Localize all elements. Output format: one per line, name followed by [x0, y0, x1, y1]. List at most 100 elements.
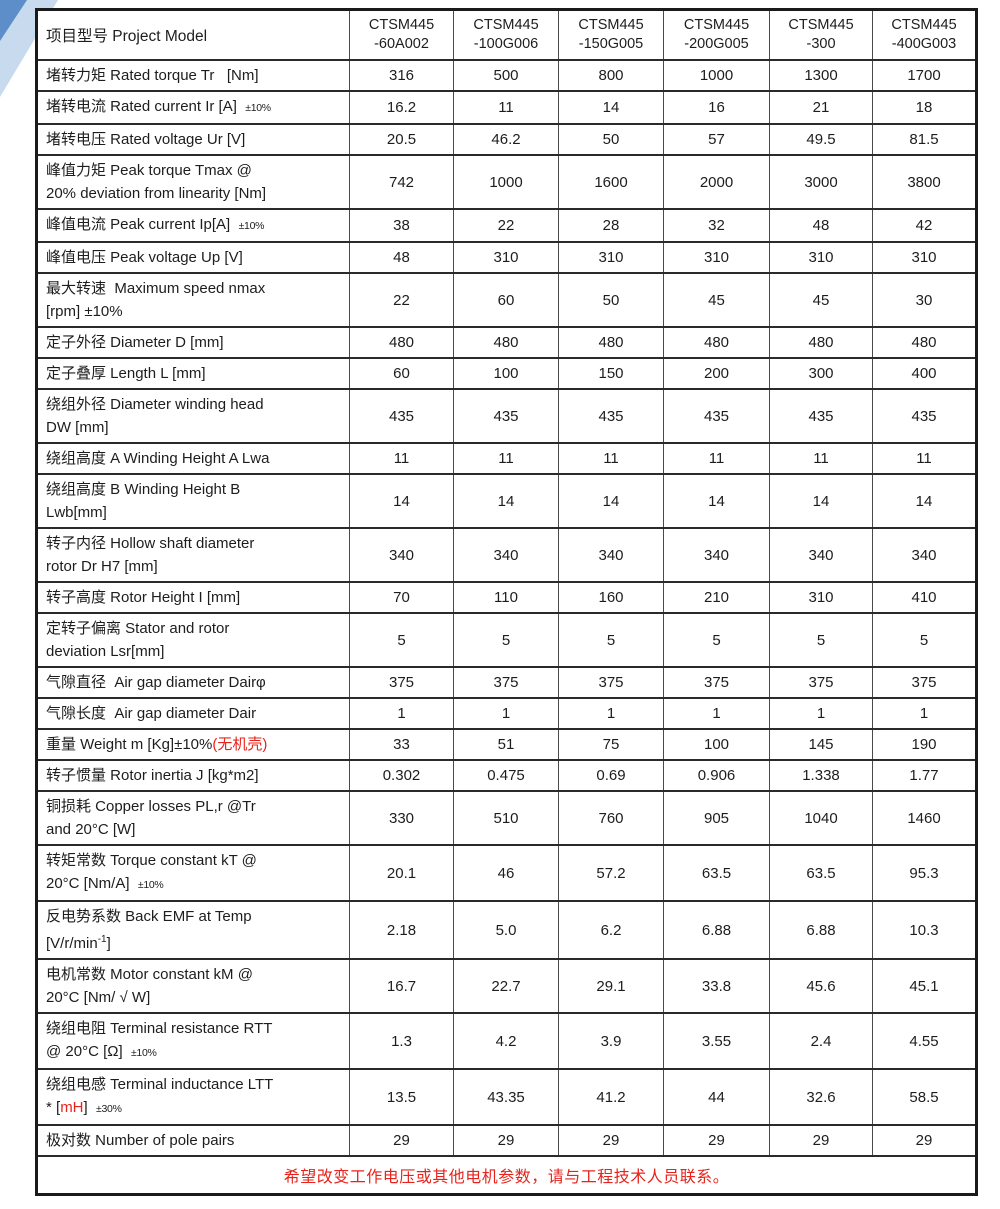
table-row: 绕组高度 B Winding Height B Lwb[mm] 14 14 14 14 1…: [36, 473, 977, 529]
value-cell: 0.302: [349, 759, 454, 792]
value-cell: 6.88: [663, 900, 770, 960]
value-cell: 32: [663, 208, 770, 243]
table-row: 定子叠厚 Length L [mm] 60 100 150 200 300 400: [36, 357, 977, 390]
value-cell: 14: [558, 473, 664, 529]
value-cell: 33.8: [663, 958, 770, 1014]
value-cell: 41.2: [558, 1068, 664, 1126]
table-row: 转子高度 Rotor Height I [mm] 70 110 160 210 310 41…: [36, 581, 977, 614]
value-cell: 375: [349, 666, 454, 699]
value-cell: 1: [663, 697, 770, 730]
value-cell: 48: [349, 241, 454, 274]
value-cell: 742: [349, 154, 454, 210]
value-cell: 480: [453, 326, 559, 359]
value-cell: 20.5: [349, 123, 454, 156]
value-cell: 3.9: [558, 1012, 664, 1070]
value-cell: 2000: [663, 154, 770, 210]
table-row: 绕组电阻 Terminal resistance RTT @ 20°C [Ω] …: [36, 1012, 977, 1070]
value-cell: 435: [769, 388, 873, 444]
value-cell: 340: [769, 527, 873, 583]
value-cell: 46: [453, 844, 559, 902]
value-cell: 60: [349, 357, 454, 390]
value-cell: 14: [349, 473, 454, 529]
value-cell: 480: [558, 326, 664, 359]
value-cell: 340: [663, 527, 770, 583]
value-cell: 1: [769, 697, 873, 730]
value-cell: 310: [769, 241, 873, 274]
value-cell: 1000: [453, 154, 559, 210]
value-cell: 57.2: [558, 844, 664, 902]
value-cell: 145: [769, 728, 873, 761]
value-cell: 81.5: [872, 123, 977, 156]
value-cell: 435: [349, 388, 454, 444]
footer-notice: 希望改变工作电压或其他电机参数，请与工程技术人员联系。: [36, 1155, 977, 1196]
value-cell: 4.2: [453, 1012, 559, 1070]
row-label: 转子惯量 Rotor inertia J [kg*m2]: [36, 759, 350, 792]
row-label: 最大转速 Maximum speed nmax [rpm] ±10%: [36, 272, 350, 328]
corner-triangle-dark: [0, 0, 27, 41]
value-cell: 50: [558, 123, 664, 156]
value-cell: 375: [769, 666, 873, 699]
value-cell: 63.5: [769, 844, 873, 902]
footer-row: 希望改变工作电压或其他电机参数，请与工程技术人员联系。: [36, 1155, 977, 1196]
value-cell: 38: [349, 208, 454, 243]
value-cell: 0.69: [558, 759, 664, 792]
value-cell: 21: [769, 90, 873, 125]
value-cell: 5.0: [453, 900, 559, 960]
value-cell: 75: [558, 728, 664, 761]
value-cell: 29: [453, 1124, 559, 1157]
value-cell: 30: [872, 272, 977, 328]
value-cell: 1700: [872, 59, 977, 92]
header-model-cell: CTSM445 -200G005: [663, 8, 770, 61]
header-model-cell: CTSM445 -60A002: [349, 8, 454, 61]
header-model-cell: CTSM445 -400G003: [872, 8, 977, 61]
value-cell: 200: [663, 357, 770, 390]
row-label: 转子高度 Rotor Height I [mm]: [36, 581, 350, 614]
value-cell: 70: [349, 581, 454, 614]
value-cell: 11: [349, 442, 454, 475]
value-cell: 11: [453, 442, 559, 475]
table-row: 堵转电压 Rated voltage Ur [V] 20.5 46.2 50 57 49.…: [36, 123, 977, 156]
table-row: 绕组高度 A Winding Height A Lwa 11 11 11 11 11 11: [36, 442, 977, 475]
value-cell: 510: [453, 790, 559, 846]
value-cell: 310: [558, 241, 664, 274]
value-cell: 20.1: [349, 844, 454, 902]
header-project-model-label: 项目型号 Project Model: [36, 8, 350, 61]
row-label: 堵转力矩 Rated torque Tr [Nm]: [36, 59, 350, 92]
value-cell: 5: [558, 612, 664, 668]
value-cell: 44: [663, 1068, 770, 1126]
value-cell: 375: [872, 666, 977, 699]
row-label: 峰值力矩 Peak torque Tmax @ 20% deviation fr…: [36, 154, 350, 210]
table-row: 最大转速 Maximum speed nmax [rpm] ±10% 22 60 50…: [36, 272, 977, 328]
value-cell: 310: [663, 241, 770, 274]
row-label: 绕组电阻 Terminal resistance RTT @ 20°C [Ω] …: [36, 1012, 350, 1070]
value-cell: 340: [872, 527, 977, 583]
value-cell: 435: [453, 388, 559, 444]
value-cell: 57: [663, 123, 770, 156]
row-label: 重量 Weight m [Kg]±10%(无机壳): [36, 728, 350, 761]
value-cell: 49.5: [769, 123, 873, 156]
row-label: 绕组高度 B Winding Height B Lwb[mm]: [36, 473, 350, 529]
value-cell: 95.3: [872, 844, 977, 902]
value-cell: 5: [349, 612, 454, 668]
value-cell: 190: [872, 728, 977, 761]
value-cell: 100: [663, 728, 770, 761]
value-cell: 1: [872, 697, 977, 730]
table-row: 转子内径 Hollow shaft diameter rotor Dr H7 […: [36, 527, 977, 583]
value-cell: 11: [453, 90, 559, 125]
value-cell: 42: [872, 208, 977, 243]
value-cell: 60: [453, 272, 559, 328]
value-cell: 316: [349, 59, 454, 92]
value-cell: 500: [453, 59, 559, 92]
value-cell: 300: [769, 357, 873, 390]
value-cell: 100: [453, 357, 559, 390]
value-cell: 13.5: [349, 1068, 454, 1126]
table-row: 转矩常数 Torque constant kT @ 20°C [Nm/A] ±1…: [36, 844, 977, 902]
value-cell: 45.6: [769, 958, 873, 1014]
value-cell: 5: [769, 612, 873, 668]
value-cell: 375: [663, 666, 770, 699]
value-cell: 310: [872, 241, 977, 274]
value-cell: 160: [558, 581, 664, 614]
value-cell: 14: [872, 473, 977, 529]
value-cell: 0.475: [453, 759, 559, 792]
value-cell: 6.2: [558, 900, 664, 960]
